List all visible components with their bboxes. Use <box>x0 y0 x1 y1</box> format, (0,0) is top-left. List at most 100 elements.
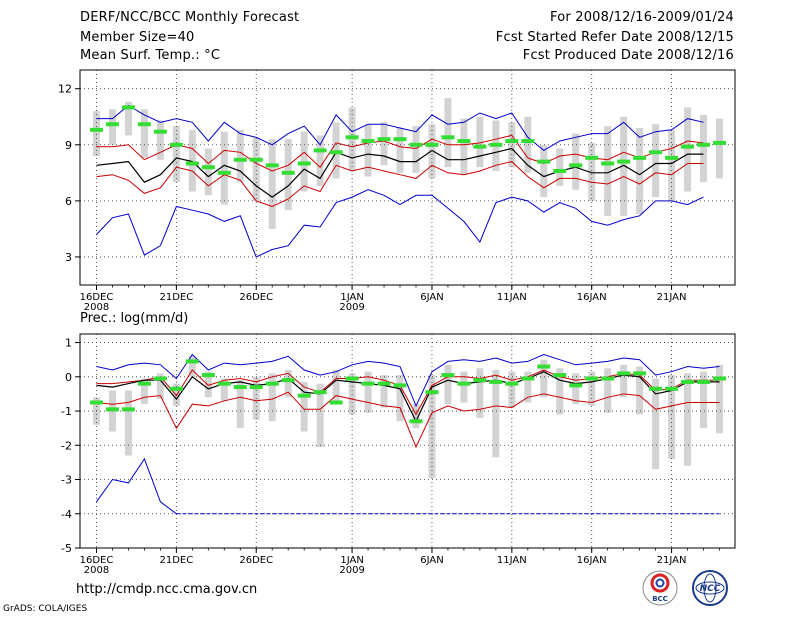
median-marker <box>185 359 199 364</box>
spread-box <box>316 383 324 447</box>
x-tick-year-label: 2008 <box>84 565 109 576</box>
spread-box <box>124 390 132 456</box>
median-marker <box>361 381 375 386</box>
spread-box <box>236 129 244 183</box>
median-marker <box>393 137 407 142</box>
y-tick-label: 0 <box>65 371 72 384</box>
median-marker <box>265 163 279 168</box>
series-lower-line <box>96 161 704 208</box>
series-max-line <box>96 104 704 152</box>
median-marker <box>505 381 519 386</box>
spread-box <box>412 404 420 429</box>
median-marker <box>633 155 647 160</box>
median-marker <box>617 371 631 376</box>
bcc-logo: BCC <box>642 570 678 606</box>
chart-title: DERF/NCC/BCC Monthly Forecast <box>80 10 300 25</box>
agency-logos: BCC NCC <box>642 570 728 606</box>
median-marker <box>697 379 711 384</box>
x-tick-label: 16DEC <box>80 555 114 566</box>
x-tick-label: 21DEC <box>160 555 194 566</box>
median-marker <box>281 170 295 175</box>
x-tick-label: 26DEC <box>239 292 273 303</box>
x-tick-label: 11JAN <box>497 292 527 303</box>
median-marker <box>409 142 423 147</box>
median-marker <box>601 161 615 166</box>
spread-box <box>412 126 420 173</box>
spread-box <box>460 371 468 403</box>
median-marker <box>345 135 359 140</box>
median-marker <box>217 381 231 386</box>
variable-label: Mean Surf. Temp.: °C <box>80 48 221 63</box>
y-tick-label: -3 <box>61 474 72 487</box>
spread-box <box>620 116 628 216</box>
spread-box <box>108 109 116 145</box>
series-min-line <box>96 457 177 515</box>
median-marker <box>281 378 295 383</box>
spread-box <box>93 111 100 156</box>
spread-box <box>636 366 644 415</box>
y-tick-label: -4 <box>61 508 72 521</box>
series-mean-line <box>96 371 720 423</box>
spread-box <box>396 375 404 422</box>
member-size: Member Size=40 <box>80 30 195 45</box>
series-upper-line <box>96 134 704 172</box>
median-marker <box>473 378 487 383</box>
median-marker <box>249 157 263 162</box>
median-marker <box>329 400 343 405</box>
spread-box <box>700 114 708 183</box>
median-marker <box>441 373 455 378</box>
median-marker <box>665 386 679 391</box>
spread-box <box>508 371 516 408</box>
plot-frame <box>79 333 736 549</box>
median-marker <box>233 385 247 390</box>
spread-box <box>652 378 660 470</box>
median-marker <box>137 122 151 127</box>
median-marker <box>681 144 695 149</box>
forecast-produced-date: Fcst Produced Date 2008/12/16 <box>522 48 734 63</box>
median-marker <box>249 385 263 390</box>
median-marker <box>713 376 726 381</box>
median-marker <box>505 139 519 144</box>
spread-box <box>684 373 692 466</box>
spread-box <box>556 148 564 186</box>
median-marker <box>569 383 583 388</box>
spread-box <box>220 131 228 205</box>
spread-box <box>540 359 548 398</box>
spread-box <box>604 126 612 216</box>
spread-box <box>588 371 596 406</box>
website-url[interactable]: http://cmdp.ncc.cma.gov.cn <box>76 582 258 597</box>
spread-box <box>348 373 356 415</box>
x-tick-year-label: 2009 <box>339 565 364 576</box>
median-marker <box>313 148 327 153</box>
spread-box <box>636 127 644 214</box>
median-marker <box>521 139 535 144</box>
plot-frame <box>79 69 736 286</box>
median-marker <box>569 163 583 168</box>
spread-box <box>492 369 500 458</box>
x-tick-label: 6JAN <box>420 555 443 566</box>
median-marker <box>441 135 455 140</box>
spread-box <box>188 129 196 192</box>
spread-box <box>444 364 452 405</box>
x-tick-label: 6JAN <box>420 292 443 303</box>
median-marker <box>489 142 503 147</box>
spread-box <box>380 122 388 166</box>
spread-box <box>524 371 532 403</box>
forecast-start-date: Fcst Started Refer Date 2008/12/15 <box>495 30 734 45</box>
median-marker <box>425 390 439 395</box>
spread-box <box>540 144 548 198</box>
spread-box <box>220 378 228 401</box>
spread-box <box>428 124 436 179</box>
median-marker <box>633 371 647 376</box>
y-tick-label: 9 <box>65 139 72 152</box>
spread-box <box>364 371 372 413</box>
spread-box <box>572 133 580 190</box>
spread-box <box>444 98 452 168</box>
spread-box <box>588 142 596 201</box>
spread-box <box>668 129 676 201</box>
median-marker <box>361 139 375 144</box>
median-marker <box>377 381 391 386</box>
median-marker <box>649 150 663 155</box>
